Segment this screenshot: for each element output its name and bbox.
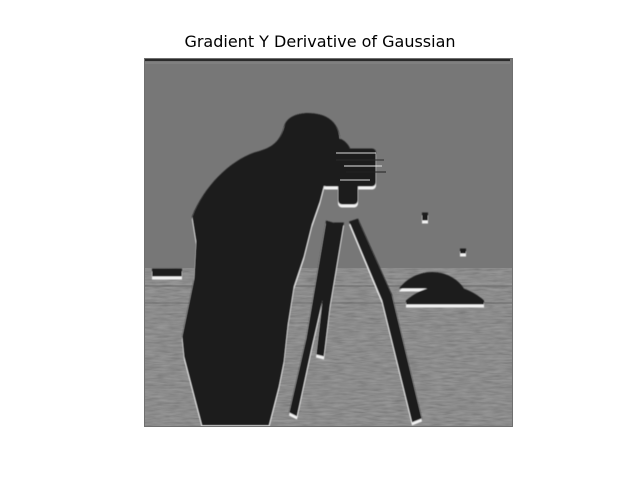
figure-title: Gradient Y Derivative of Gaussian [0, 32, 640, 52]
filtered-image [144, 58, 513, 427]
tower [422, 214, 428, 222]
far-building [152, 270, 182, 278]
